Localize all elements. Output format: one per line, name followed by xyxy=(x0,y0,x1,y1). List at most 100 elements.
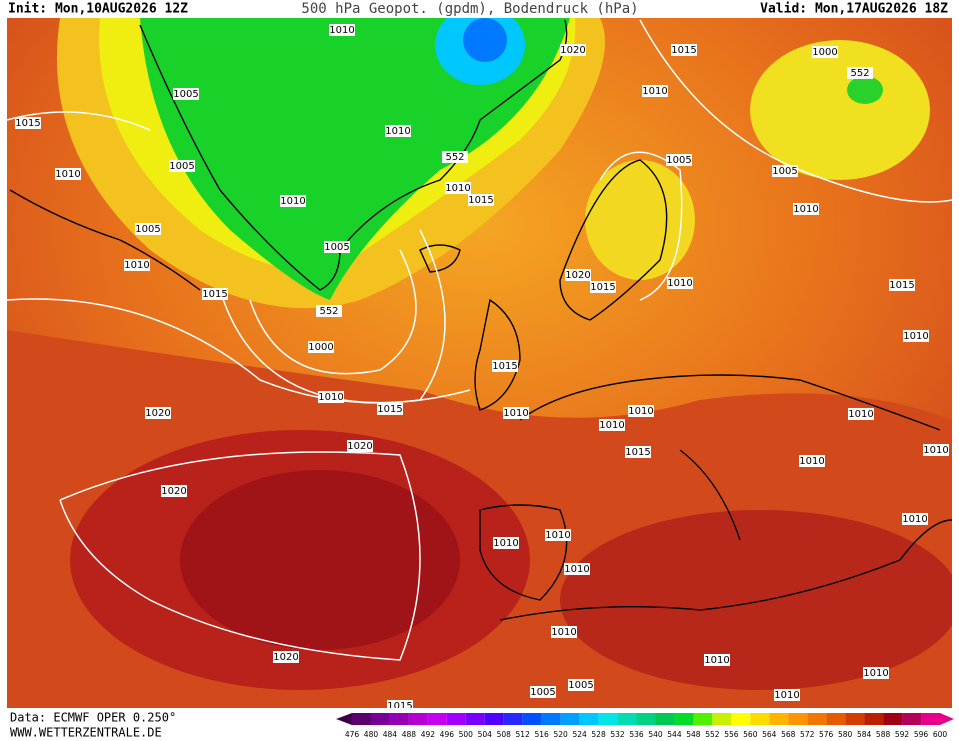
colorbar-swatch xyxy=(617,713,637,725)
label-box xyxy=(445,182,471,194)
colorbar-swatch xyxy=(769,713,789,725)
coast-europe xyxy=(519,374,941,431)
label-box xyxy=(273,651,299,663)
label-box xyxy=(848,408,874,420)
coast-africa xyxy=(499,519,952,621)
label-box xyxy=(642,85,668,97)
colorbar-swatch xyxy=(712,713,732,725)
colorbar-swatch xyxy=(807,713,827,725)
colorbar: 476 480 484 488 492 496 500 504 508 512 516 520 524 5… xyxy=(336,713,954,739)
label-box xyxy=(923,444,949,456)
isobar-label: 1010 xyxy=(704,655,729,666)
label-box xyxy=(704,654,730,666)
label-box xyxy=(666,154,692,166)
label-box xyxy=(889,279,915,291)
label-box xyxy=(568,679,594,691)
colorbar-end xyxy=(940,713,954,725)
label-box xyxy=(385,125,411,137)
coast-iceland xyxy=(419,244,461,273)
label-box xyxy=(55,168,81,180)
coast-greenland xyxy=(139,19,568,291)
colorbar-swatch xyxy=(579,713,599,725)
coast-britain xyxy=(474,298,521,411)
isobar-label: 1010 xyxy=(545,530,570,541)
colorbar-swatch xyxy=(902,713,922,725)
isobar-label: 1000 xyxy=(308,342,333,353)
label-box xyxy=(377,403,403,415)
label-box xyxy=(324,241,350,253)
label-box xyxy=(590,281,616,293)
isobar-label: 1010 xyxy=(848,409,873,420)
isobar-label: 1010 xyxy=(503,408,528,419)
coast-canada xyxy=(9,189,201,291)
isobar-label: 1010 xyxy=(902,514,927,525)
colorbar-label: 580 xyxy=(838,730,853,739)
colorbar-swatch xyxy=(674,713,694,725)
isobars xyxy=(7,19,952,661)
colorbar-label: 532 xyxy=(610,730,625,739)
label-box xyxy=(468,194,494,206)
colorbar-label: 576 xyxy=(819,730,834,739)
colorbar-label: 564 xyxy=(762,730,777,739)
label-box xyxy=(793,203,819,215)
colorbar-label: 548 xyxy=(686,730,701,739)
isobar-label: 1015 xyxy=(468,195,493,206)
colorbar-swatch xyxy=(484,713,504,725)
isobar-label: 1010 xyxy=(280,196,305,207)
isobar-label: 1015 xyxy=(377,404,402,415)
isobar-label: 552 xyxy=(319,306,338,317)
label-box xyxy=(280,195,306,207)
isobar-label: 1010 xyxy=(923,445,948,456)
green-zone xyxy=(140,18,570,300)
label-box xyxy=(308,341,334,353)
isobar-label: 1010 xyxy=(551,627,576,638)
isobar xyxy=(7,298,471,404)
map: 1015101010051005100510101015100055210101… xyxy=(7,18,952,708)
green-east xyxy=(847,76,883,104)
colorbar-swatch xyxy=(864,713,884,725)
colorbar-label: 524 xyxy=(572,730,587,739)
isobar-label: 1010 xyxy=(445,183,470,194)
label-box xyxy=(318,391,344,403)
colorbar-swatch xyxy=(731,713,751,725)
website: WWW.WETTERZENTRALE.DE xyxy=(10,726,162,740)
colorbar-end xyxy=(336,713,352,725)
label-box xyxy=(387,700,413,708)
label-box xyxy=(169,160,195,172)
colorbar-swatch xyxy=(693,713,713,725)
colorbar-label: 596 xyxy=(914,730,929,739)
label-box xyxy=(772,165,798,177)
colorbar-label: 584 xyxy=(857,730,872,739)
label-box xyxy=(493,537,519,549)
colorbar-label: 520 xyxy=(553,730,568,739)
label-box xyxy=(551,626,577,638)
label-box xyxy=(161,485,187,497)
label-box xyxy=(442,151,468,163)
isobar-label: 1000 xyxy=(812,47,837,58)
colorbar-swatch xyxy=(352,713,371,725)
isobar-label: 1010 xyxy=(599,420,624,431)
label-box xyxy=(124,259,150,271)
isobar xyxy=(59,451,421,661)
label-box xyxy=(503,407,529,419)
isobar-label: 1010 xyxy=(863,668,888,679)
isobar-label: 1010 xyxy=(329,25,354,36)
isobar-label: 1005 xyxy=(173,89,198,100)
isobar-label: 1010 xyxy=(628,406,653,417)
label-box xyxy=(560,44,586,56)
colorbar-swatch xyxy=(370,713,390,725)
label-box xyxy=(545,529,571,541)
isobar-label: 1015 xyxy=(15,118,40,129)
isobar-label: 1020 xyxy=(347,441,372,452)
isobar xyxy=(249,249,417,375)
colorbar-label: 504 xyxy=(478,730,493,739)
warm-core-inner xyxy=(180,470,460,650)
isobar-label: 1010 xyxy=(493,538,518,549)
colorbar-label: 484 xyxy=(383,730,398,739)
label-box xyxy=(530,686,556,698)
colorbar-swatch xyxy=(598,713,618,725)
coastlines xyxy=(9,19,952,621)
colorbar-label: 600 xyxy=(933,730,948,739)
isobar-label: 1010 xyxy=(564,564,589,575)
yellow-east xyxy=(750,40,930,180)
